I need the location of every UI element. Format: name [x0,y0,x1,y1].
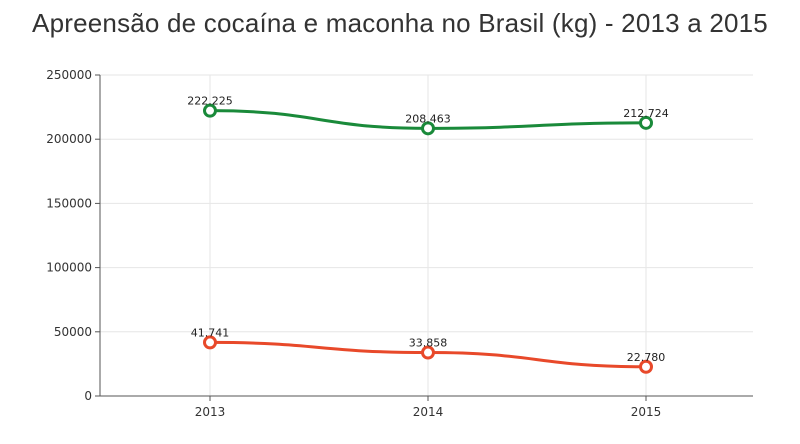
y-tick-label: 0 [84,389,92,403]
chart-title: Apreensão de cocaína e maconha no Brasil… [32,8,768,38]
data-point [203,335,217,350]
data-label: 222.225 [187,95,233,108]
data-point [421,345,435,360]
y-tick-label: 50000 [54,325,92,339]
data-label: 22.780 [627,351,666,364]
x-axis-ticks: 2013 2014 2015 [195,405,662,419]
data-label: 208.463 [405,112,451,125]
y-axis-ticks: 0 50000 100000 150000 200000 250000 [46,68,92,403]
data-label: 212.724 [623,107,669,120]
y-tick-label: 100000 [46,261,92,275]
data-point [639,359,653,374]
y-tick-label: 200000 [46,132,92,146]
data-label: 41.741 [191,326,230,339]
axes [95,74,753,401]
data-point [639,115,653,130]
series-group: 222.225 208.463 212.724 41.741 33.858 22.780 [187,95,669,374]
data-point [421,121,435,136]
data-point [203,103,217,118]
x-tick-label: 2013 [195,405,226,419]
y-tick-label: 150000 [46,196,92,210]
x-tick-label: 2014 [413,405,444,419]
data-label: 33.858 [409,337,448,350]
y-tick-label: 250000 [46,68,92,82]
x-tick-label: 2015 [631,405,662,419]
